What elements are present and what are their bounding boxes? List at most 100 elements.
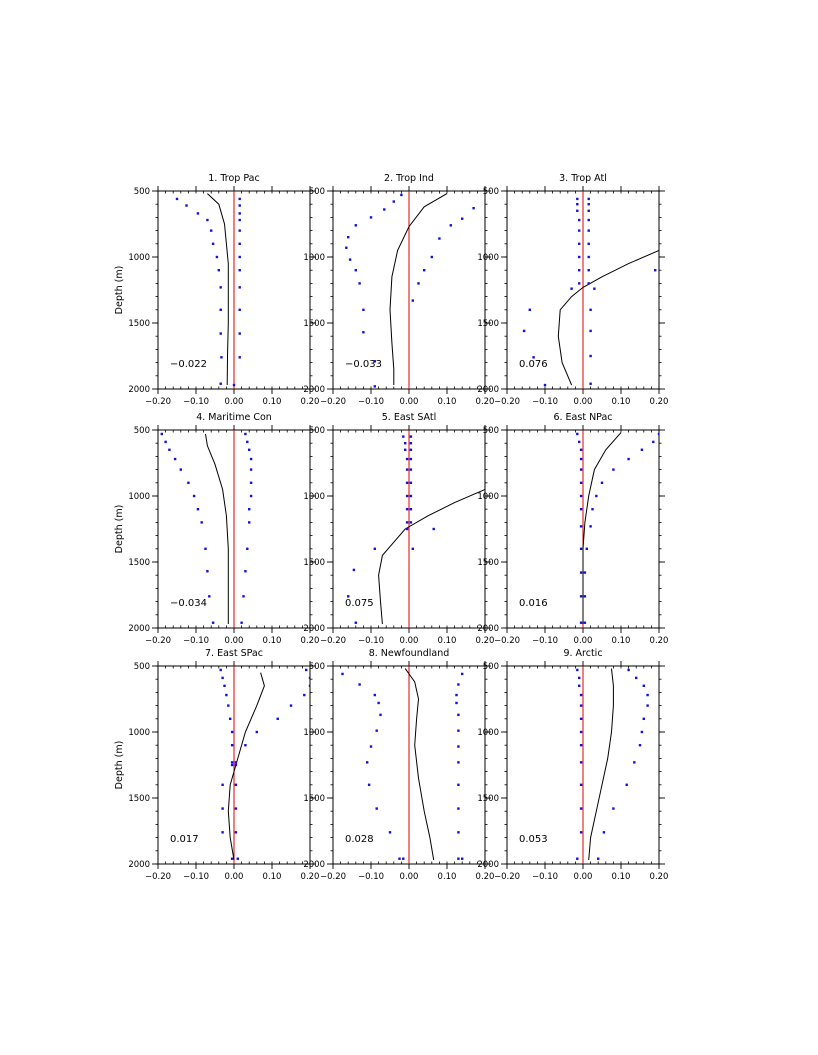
dot-right bbox=[589, 382, 592, 385]
dot-left bbox=[400, 193, 403, 197]
dot-right bbox=[638, 744, 642, 747]
y-tick-label: 1500 bbox=[477, 558, 499, 568]
dot-left bbox=[576, 209, 579, 212]
x-tick-label: 0.10 bbox=[612, 872, 631, 882]
dot-right bbox=[461, 857, 464, 860]
x-tick-label: −0.10 bbox=[358, 397, 384, 407]
dot-left bbox=[383, 208, 386, 211]
x-tick-label: −0.20 bbox=[145, 397, 171, 407]
dot-right bbox=[640, 730, 644, 734]
dot-right bbox=[625, 783, 628, 786]
panel-plot-area bbox=[347, 435, 485, 625]
dot-right bbox=[248, 508, 251, 511]
dot-left bbox=[543, 383, 547, 387]
dot-left bbox=[404, 448, 407, 451]
dot-right bbox=[417, 282, 420, 285]
x-tick-label: 0.10 bbox=[612, 636, 631, 646]
dot-extra bbox=[211, 621, 215, 624]
dot-right bbox=[244, 432, 247, 436]
dot-right bbox=[409, 442, 413, 445]
y-tick-label: 1500 bbox=[303, 319, 325, 329]
dot-left bbox=[179, 468, 182, 471]
dot-right bbox=[409, 448, 413, 451]
dot-extra bbox=[373, 360, 376, 363]
y-tick-label: 1500 bbox=[128, 558, 150, 568]
dot-right bbox=[248, 521, 251, 524]
dot-left bbox=[379, 713, 382, 717]
dot-left bbox=[579, 571, 583, 574]
dot-left bbox=[522, 329, 526, 333]
x-tick-label: 0.00 bbox=[225, 872, 244, 882]
dot-left bbox=[225, 693, 228, 697]
dot-right bbox=[238, 332, 241, 335]
profile-line bbox=[378, 488, 485, 625]
x-tick-label: −0.20 bbox=[145, 636, 171, 646]
dot-left bbox=[375, 807, 378, 810]
dot-right bbox=[308, 684, 310, 687]
dot-right bbox=[455, 693, 458, 697]
dot-left bbox=[579, 831, 583, 834]
dot-left bbox=[402, 857, 405, 860]
y-tick-label: 2000 bbox=[303, 624, 325, 634]
dot-right bbox=[236, 857, 239, 860]
dot-right bbox=[234, 783, 238, 786]
dot-left bbox=[204, 547, 207, 550]
dot-left bbox=[229, 717, 232, 720]
dot-right bbox=[308, 676, 310, 680]
dot-right bbox=[587, 242, 590, 245]
dot-left bbox=[221, 807, 224, 810]
x-tick-label: 0.10 bbox=[263, 636, 282, 646]
dot-right bbox=[246, 440, 249, 444]
dot-left bbox=[576, 197, 579, 201]
dot-left bbox=[579, 807, 583, 810]
y-tick-label: 1000 bbox=[303, 728, 325, 738]
panel-value-label: −0.033 bbox=[345, 359, 382, 370]
dot-right bbox=[457, 831, 460, 834]
dot-right bbox=[409, 494, 413, 498]
panel-value-label: 0.016 bbox=[519, 598, 548, 609]
dot-left bbox=[392, 200, 395, 203]
y-tick-label: 2000 bbox=[477, 624, 499, 634]
dot-left bbox=[221, 831, 224, 834]
dot-left bbox=[215, 255, 219, 259]
dot-left bbox=[373, 547, 376, 550]
dot-right bbox=[640, 448, 644, 451]
dot-left bbox=[200, 521, 203, 524]
dot-right bbox=[238, 356, 241, 359]
y-tick-label: 1000 bbox=[128, 728, 150, 738]
dot-left bbox=[210, 229, 213, 232]
dot-left bbox=[352, 568, 356, 572]
dot-right bbox=[276, 717, 279, 720]
y-tick-label: 1500 bbox=[477, 794, 499, 804]
dot-right bbox=[238, 255, 241, 259]
panel-4: 4. Maritime Con −0.20 −0.10 0.00 0.10 0.20 500… bbox=[114, 412, 319, 646]
panel-plot-area bbox=[160, 432, 253, 624]
dot-left bbox=[579, 621, 583, 624]
dot-left bbox=[579, 730, 583, 734]
y-tick-label: 1500 bbox=[303, 794, 325, 804]
dot-right bbox=[583, 571, 587, 574]
dot-left bbox=[578, 282, 581, 285]
x-tick-label: −0.10 bbox=[532, 636, 558, 646]
dot-left bbox=[185, 204, 188, 207]
dot-right bbox=[305, 668, 308, 672]
y-tick-label: 2000 bbox=[477, 385, 499, 395]
dot-left bbox=[405, 457, 409, 461]
x-tick-label: −0.20 bbox=[494, 636, 520, 646]
dot-right bbox=[587, 218, 590, 222]
profile-line bbox=[557, 249, 659, 386]
x-tick-label: 0.00 bbox=[225, 397, 244, 407]
dot-left bbox=[579, 744, 583, 747]
dot-right bbox=[461, 672, 464, 676]
dot-right bbox=[457, 783, 460, 786]
panel-value-label: 0.053 bbox=[519, 834, 548, 845]
y-tick-label: 1500 bbox=[128, 794, 150, 804]
x-tick-label: −0.10 bbox=[532, 872, 558, 882]
y-tick-label: 1500 bbox=[477, 319, 499, 329]
panel-plot-area bbox=[345, 193, 475, 388]
panel-value-label: −0.022 bbox=[170, 359, 207, 370]
dot-left bbox=[578, 255, 581, 259]
panel-8: 8. Newfoundland −0.20 −0.10 0.00 0.10 0.20 500… bbox=[303, 648, 494, 882]
dot-right bbox=[234, 761, 238, 764]
